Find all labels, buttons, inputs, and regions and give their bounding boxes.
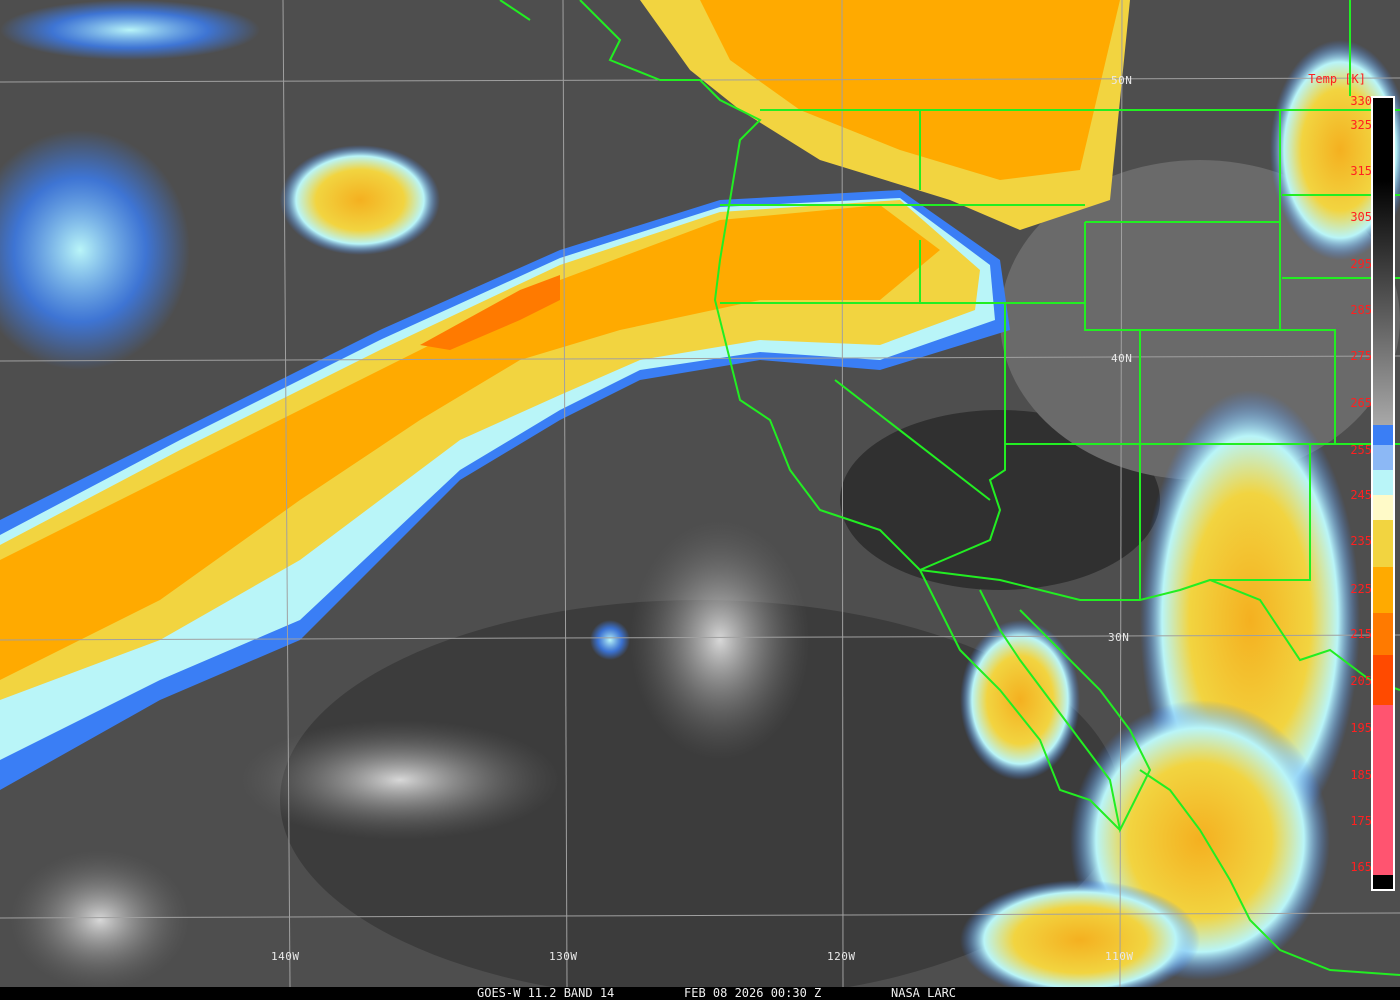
colorbar-tick-label: 225	[1350, 582, 1372, 596]
temperature-colorbar	[1371, 96, 1395, 891]
colorbar-tick-label: 315	[1350, 164, 1372, 178]
cb-pale-yellow	[1373, 495, 1393, 520]
colorbar-tick-label: 295	[1350, 257, 1372, 271]
lat-label-30n: 30N	[1108, 631, 1130, 644]
cloud-gray	[10, 850, 190, 990]
lat-label-50n: 50N	[1111, 74, 1133, 87]
colorbar-tick-label: 175	[1350, 814, 1372, 828]
colorbar-tick-label: 275	[1350, 349, 1372, 363]
lat-label-40n: 40N	[1111, 352, 1133, 365]
colorbar-tick-label: 165	[1350, 860, 1372, 874]
colorbar-tick-label: 255	[1350, 443, 1372, 457]
colorbar-tick-label: 205	[1350, 674, 1372, 688]
cloud-cell	[0, 0, 260, 60]
cloud-gray	[240, 720, 560, 840]
cb-yellow	[1373, 520, 1393, 567]
colorbar-tick-label: 285	[1350, 303, 1372, 317]
cb-orange	[1373, 567, 1393, 613]
colorbar-tick-label: 215	[1350, 627, 1372, 641]
coastline-borders	[499, 0, 1400, 976]
lon-label-120w: 120W	[827, 950, 856, 963]
north-cloud-mass-core	[700, 0, 1120, 180]
frontal-cloud-band-coldest	[420, 275, 560, 350]
colorbar-title: Temp [K]	[1308, 72, 1366, 86]
colorbar-tick-label: 235	[1350, 534, 1372, 548]
colorbar-tick-label: 330	[1350, 94, 1372, 108]
colorbar-tick-label: 325	[1350, 118, 1372, 132]
frontal-cloud-band-core	[0, 200, 980, 700]
cb-red-orange	[1373, 655, 1393, 705]
frontal-cloud-band-cold	[0, 205, 940, 680]
cloud-cell	[1270, 40, 1400, 260]
colorbar-tick-label: 185	[1350, 768, 1372, 782]
cloud-gray	[630, 520, 810, 760]
cloud-cell	[590, 620, 630, 660]
cloud-cell	[0, 130, 190, 370]
dark-sea-area	[280, 600, 1120, 1000]
colorbar-tick-label: 245	[1350, 488, 1372, 502]
caption-source: NASA LARC	[891, 986, 957, 1000]
cb-dark-orange	[1373, 613, 1393, 655]
cb-blue	[1373, 425, 1393, 445]
cb-cyan	[1373, 470, 1393, 495]
lon-label-130w: 130W	[549, 950, 578, 963]
cb-pink	[1373, 705, 1393, 875]
caption-satellite: GOES-W 11.2 BAND 14	[477, 986, 615, 1000]
colorbar-tick-label: 195	[1350, 721, 1372, 735]
caption-datetime: FEB 08 2026 00:30 Z	[684, 986, 822, 1000]
cb-black	[1373, 875, 1393, 889]
cloud-cell	[280, 145, 440, 255]
cb-light-blue	[1373, 445, 1393, 470]
cloud-mass-baja	[960, 620, 1080, 780]
dark-land-area	[840, 410, 1160, 590]
cloud-mass-south	[960, 880, 1200, 1000]
colorbar-tick-label: 265	[1350, 396, 1372, 410]
image-caption: GOES-W 11.2 BAND 14 FEB 08 2026 00:30 Z …	[0, 987, 1400, 1000]
colorbar-tick-label: 305	[1350, 210, 1372, 224]
lon-label-110w: 110W	[1105, 950, 1134, 963]
lon-label-140w: 140W	[271, 950, 300, 963]
